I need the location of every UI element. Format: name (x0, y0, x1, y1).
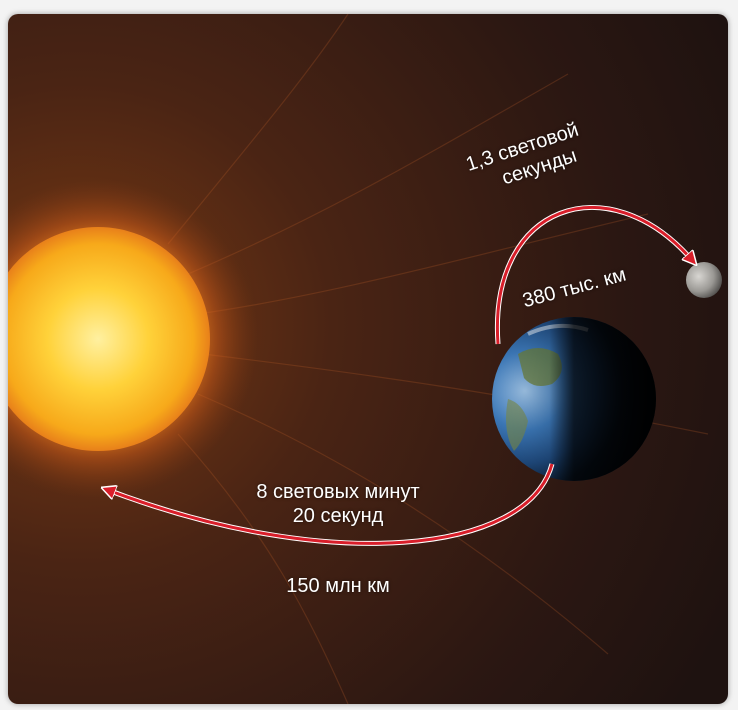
illustration-panel: 1,3 световой секунды 380 тыс. км 8 свето… (8, 14, 728, 704)
moon-arrow-line (495, 206, 692, 345)
sun-icon (8, 179, 258, 499)
sun-time-line-1: 8 световых минут (256, 481, 420, 503)
sun-time-line-2: 20 секунд (292, 505, 384, 527)
sun-arrow-line (108, 463, 554, 545)
moon-icon (686, 262, 722, 298)
earth-icon (492, 317, 656, 481)
sun-distance-label: 150 млн км (286, 575, 390, 597)
sun-time-label: 8 световых минут 20 секунд (208, 480, 468, 528)
space-scene (8, 14, 728, 704)
